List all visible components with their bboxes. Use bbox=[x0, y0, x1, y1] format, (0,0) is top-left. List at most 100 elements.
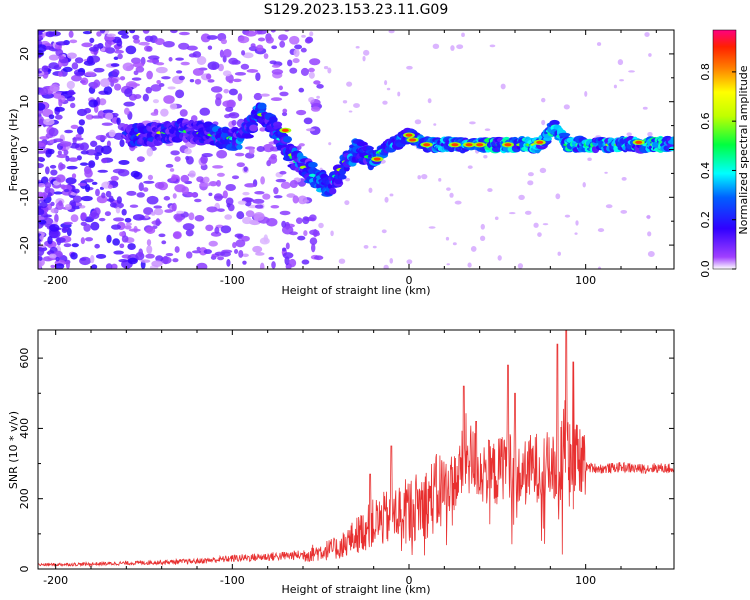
noise-cell bbox=[105, 112, 114, 120]
noise-cell bbox=[80, 150, 89, 155]
noise-cell bbox=[127, 243, 136, 250]
noise-cell bbox=[194, 78, 202, 85]
signal-cell bbox=[328, 187, 337, 195]
noise-cell bbox=[132, 62, 145, 68]
noise-cell bbox=[428, 226, 436, 229]
noise-cell bbox=[175, 89, 185, 99]
noise-cell bbox=[72, 137, 84, 141]
noise-cell bbox=[56, 237, 62, 246]
noise-cell bbox=[136, 156, 145, 162]
noise-cell bbox=[62, 226, 69, 232]
noise-cell bbox=[467, 165, 473, 169]
noise-cell bbox=[282, 247, 287, 252]
noise-cell bbox=[110, 175, 119, 181]
noise-cell bbox=[38, 199, 41, 205]
noise-cell bbox=[254, 190, 265, 195]
noise-cell bbox=[210, 231, 222, 237]
noise-cell bbox=[619, 79, 624, 82]
noise-cell bbox=[98, 98, 107, 106]
noise-cell bbox=[275, 178, 287, 183]
noise-cell bbox=[150, 84, 162, 92]
noise-cell bbox=[122, 62, 134, 72]
noise-cell bbox=[165, 163, 174, 168]
noise-cell bbox=[146, 195, 159, 205]
noise-cell bbox=[381, 229, 387, 234]
noise-cell bbox=[279, 91, 289, 97]
noise-cell bbox=[208, 192, 213, 197]
hot-spot bbox=[423, 143, 431, 147]
noise-cell bbox=[281, 220, 287, 228]
noise-cell bbox=[542, 223, 549, 226]
y-tick-label: 10 bbox=[18, 95, 31, 109]
noise-cell bbox=[127, 257, 138, 265]
noise-cell bbox=[105, 190, 112, 198]
noise-cell bbox=[584, 90, 588, 97]
noise-cell bbox=[302, 216, 310, 225]
noise-cell bbox=[59, 141, 72, 147]
noise-cell bbox=[70, 124, 79, 129]
noise-cell bbox=[113, 250, 124, 255]
noise-cell bbox=[527, 180, 534, 186]
noise-cell bbox=[174, 156, 181, 162]
noise-cell bbox=[50, 208, 59, 214]
noise-cell bbox=[406, 65, 413, 70]
noise-cell bbox=[207, 61, 220, 70]
noise-cell bbox=[220, 225, 232, 234]
noise-cell bbox=[66, 80, 75, 90]
noise-cell bbox=[146, 46, 153, 52]
noise-cell bbox=[303, 199, 310, 203]
noise-cell bbox=[45, 45, 52, 50]
noise-cell bbox=[345, 177, 351, 182]
noise-cell bbox=[539, 167, 547, 174]
noise-cell bbox=[245, 210, 255, 218]
noise-cell bbox=[205, 73, 212, 80]
noise-cell bbox=[223, 48, 232, 58]
noise-cell bbox=[48, 62, 59, 70]
noise-cell bbox=[214, 226, 220, 234]
hot-spot bbox=[465, 143, 473, 147]
noise-cell bbox=[168, 57, 173, 62]
noise-cell bbox=[242, 52, 254, 59]
noise-cell bbox=[161, 76, 171, 80]
noise-cell bbox=[300, 47, 307, 53]
noise-cell bbox=[483, 154, 488, 159]
noise-cell bbox=[242, 191, 250, 196]
noise-cell bbox=[155, 255, 164, 262]
noise-cell bbox=[269, 60, 277, 65]
snr-xlabel: Height of straight line (km) bbox=[281, 583, 430, 596]
noise-cell bbox=[219, 49, 224, 58]
noise-cell bbox=[259, 237, 270, 245]
noise-cell bbox=[116, 196, 122, 204]
noise-cell bbox=[70, 214, 79, 223]
noise-cell bbox=[587, 157, 592, 162]
noise-cell bbox=[81, 42, 93, 48]
noise-cell bbox=[161, 240, 167, 245]
noise-cell bbox=[241, 235, 250, 242]
noise-cell bbox=[454, 200, 462, 205]
noise-cell bbox=[414, 119, 422, 125]
noise-cell bbox=[48, 54, 60, 61]
noise-cell bbox=[63, 188, 70, 193]
noise-cell bbox=[296, 109, 307, 116]
noise-cell bbox=[55, 48, 64, 57]
noise-cell bbox=[50, 201, 55, 207]
noise-cell bbox=[100, 47, 106, 52]
noise-cell bbox=[265, 36, 274, 44]
noise-cell bbox=[170, 150, 180, 156]
noise-cell bbox=[327, 67, 332, 74]
noise-cell bbox=[642, 106, 648, 110]
noise-cell bbox=[287, 59, 293, 67]
noise-cell bbox=[383, 264, 389, 269]
noise-cell bbox=[117, 53, 123, 60]
noise-cell bbox=[158, 233, 166, 238]
noise-cell bbox=[83, 178, 94, 183]
colorbar-label: Normalized spectral amplitude bbox=[737, 65, 750, 234]
noise-cell bbox=[84, 237, 94, 242]
noise-cell bbox=[308, 71, 315, 79]
noise-cell bbox=[563, 104, 570, 110]
noise-cell bbox=[235, 239, 246, 248]
noise-cell bbox=[184, 148, 192, 155]
noise-cell bbox=[38, 142, 45, 148]
noise-cell bbox=[93, 79, 101, 88]
noise-cell bbox=[102, 109, 114, 114]
